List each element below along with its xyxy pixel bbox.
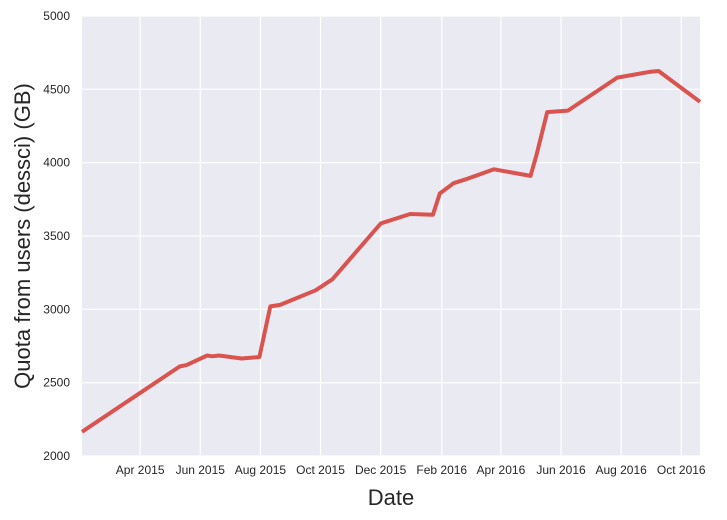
y-tick-label: 3500	[43, 229, 70, 243]
x-tick-label: Jun 2015	[176, 463, 226, 477]
y-tick-label: 2000	[43, 449, 70, 463]
y-tick-label: 4500	[43, 82, 70, 96]
y-tick-label: 5000	[43, 9, 70, 23]
x-tick-label: Oct 2016	[657, 463, 706, 477]
y-tick-label: 4000	[43, 156, 70, 170]
series-layer	[80, 69, 702, 434]
x-tick-label: Aug 2015	[235, 463, 287, 477]
y-tick-label: 3000	[43, 302, 70, 316]
x-tick-label: Jun 2016	[536, 463, 586, 477]
x-tick-label: Apr 2016	[477, 463, 526, 477]
x-tick-label: Feb 2016	[416, 463, 467, 477]
x-tick-label: Apr 2015	[116, 463, 165, 477]
x-tick-label: Dec 2015	[355, 463, 407, 477]
y-tick-labels: 2000 2500 3000 3500 4000 4500 5000	[43, 9, 70, 463]
y-tick-label: 2500	[43, 376, 70, 390]
grid	[82, 15, 700, 457]
x-tick-label: Aug 2016	[595, 463, 647, 477]
y-axis-label: Quota from users (dessci) (GB)	[10, 83, 35, 389]
x-axis-label: Date	[368, 485, 414, 510]
x-tick-label: Oct 2015	[296, 463, 345, 477]
x-tick-labels: Apr 2015 Jun 2015 Aug 2015 Oct 2015 Dec 2015…	[116, 463, 706, 477]
series-line	[80, 69, 702, 434]
